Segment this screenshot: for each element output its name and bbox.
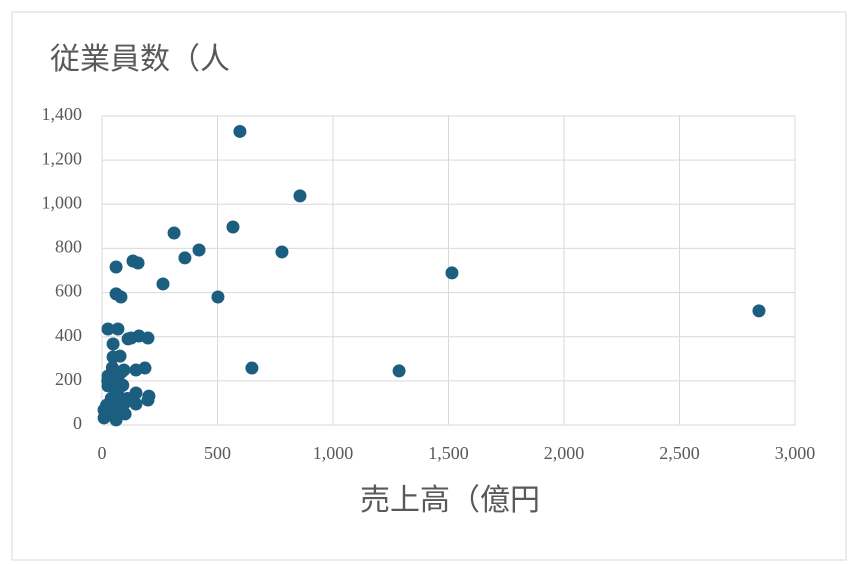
point	[211, 290, 225, 304]
x-tick-label: 1,000	[313, 443, 354, 463]
y-tick-label: 1,200	[42, 148, 83, 168]
y-tick-label: 400	[55, 325, 82, 345]
point	[106, 337, 120, 351]
y-tick-label: 800	[55, 237, 82, 257]
point	[392, 364, 406, 378]
point	[131, 256, 145, 270]
point	[192, 243, 206, 257]
point	[120, 392, 134, 406]
point	[129, 363, 143, 377]
x-tick-label: 3,000	[775, 443, 816, 463]
x-tick-label: 2,000	[544, 443, 585, 463]
point	[109, 260, 123, 274]
point	[109, 400, 123, 414]
point	[141, 331, 155, 345]
x-tick-label: 1,500	[428, 443, 469, 463]
point	[114, 290, 128, 304]
point	[293, 189, 307, 203]
point	[113, 349, 127, 363]
y-tick-label: 200	[55, 369, 82, 389]
point	[105, 361, 119, 375]
y-tick-label: 600	[55, 281, 82, 301]
point	[275, 245, 289, 259]
point	[445, 266, 459, 280]
chart-title: 従業員数（人	[50, 43, 230, 76]
x-tick-label: 500	[204, 443, 231, 463]
point	[118, 407, 132, 421]
x-tick-label: 2,500	[659, 443, 700, 463]
point	[98, 409, 112, 423]
point	[226, 220, 240, 234]
point	[178, 251, 192, 265]
point	[101, 374, 115, 388]
y-tick-label: 1,400	[42, 104, 83, 124]
point	[752, 304, 766, 318]
x-axis-label: 売上高（億円	[360, 484, 540, 517]
point	[167, 226, 181, 240]
y-tick-label: 1,000	[42, 192, 83, 212]
point	[111, 322, 125, 336]
point	[233, 124, 247, 138]
point	[141, 393, 155, 407]
point	[101, 322, 115, 336]
y-tick-label: 0	[73, 413, 82, 433]
point	[245, 361, 259, 375]
point	[156, 277, 170, 291]
x-tick-label: 0	[98, 443, 107, 463]
chart-border	[11, 11, 847, 561]
